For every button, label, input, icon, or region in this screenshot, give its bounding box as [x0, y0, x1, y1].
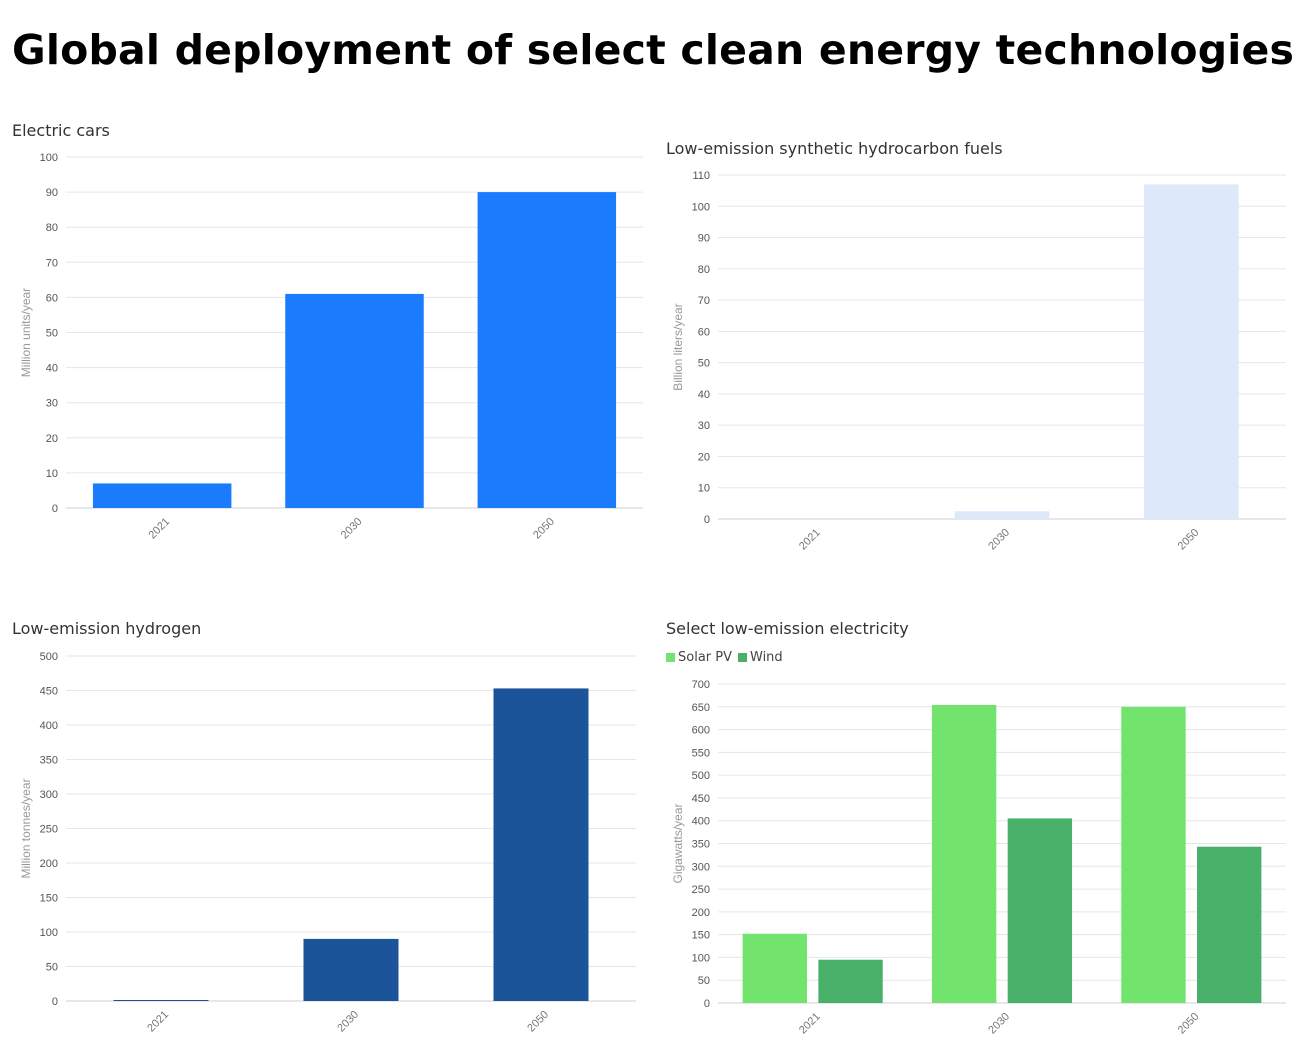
y-tick-label: 40 — [46, 363, 58, 375]
page-title: Global deployment of select clean energy… — [12, 26, 1295, 74]
y-tick-label: 100 — [40, 152, 58, 164]
y-tick-label: 0 — [52, 503, 58, 515]
legend-electricity: Solar PV Wind — [666, 650, 783, 665]
y-tick-label: 50 — [46, 962, 58, 974]
x-tick-label: 2050 — [1176, 1011, 1202, 1037]
y-tick-label: 350 — [692, 839, 710, 851]
y-tick-label: 150 — [40, 893, 58, 905]
y-tick-label: 100 — [40, 927, 58, 939]
y-tick-label: 600 — [692, 725, 710, 737]
y-tick-label: 20 — [46, 433, 58, 445]
y-tick-label: 60 — [698, 326, 710, 338]
y-tick-label: 250 — [692, 884, 710, 896]
y-tick-label: 0 — [704, 998, 710, 1010]
y-tick-label: 500 — [692, 770, 710, 782]
bar-wind-2030 — [1007, 818, 1073, 1003]
y-tick-label: 10 — [46, 468, 58, 480]
y-tick-label: 10 — [698, 483, 710, 495]
y-axis-label: Million tonnes/year — [19, 778, 33, 878]
legend-label-wind: Wind — [750, 650, 783, 665]
y-tick-label: 150 — [692, 930, 710, 942]
y-tick-label: 80 — [698, 264, 710, 276]
bar-2050 — [493, 688, 589, 1001]
bar-2050 — [477, 192, 617, 508]
bar-2050 — [1144, 184, 1239, 519]
y-tick-label: 70 — [698, 295, 710, 307]
y-tick-label: 350 — [40, 755, 58, 767]
y-tick-label: 200 — [40, 858, 58, 870]
bar-solar-pv-2050 — [1121, 706, 1186, 1003]
y-axis-label: Billion liters/year — [671, 303, 685, 390]
y-tick-label: 50 — [46, 328, 58, 340]
y-tick-label: 500 — [40, 651, 58, 663]
y-tick-label: 30 — [698, 420, 710, 432]
y-tick-label: 70 — [46, 257, 58, 269]
bar-wind-2050 — [1197, 846, 1262, 1003]
legend-swatch-wind — [738, 653, 747, 662]
bar-2030 — [303, 938, 399, 1001]
x-tick-label: 2030 — [986, 1011, 1012, 1037]
y-tick-label: 300 — [692, 861, 710, 873]
legend-swatch-solar-pv — [666, 653, 675, 662]
y-tick-label: 300 — [40, 789, 58, 801]
bar-wind-2021 — [818, 959, 883, 1003]
y-tick-label: 30 — [46, 398, 58, 410]
bar-2030 — [954, 511, 1050, 519]
y-tick-label: 90 — [698, 233, 710, 245]
y-axis-label: Gigawatts/year — [671, 803, 685, 883]
y-tick-label: 50 — [698, 975, 710, 987]
y-tick-label: 400 — [692, 816, 710, 828]
x-tick-label: 2021 — [797, 1011, 823, 1037]
y-axis-label: Million units/year — [19, 288, 33, 377]
bar-2021 — [113, 1000, 209, 1001]
y-tick-label: 550 — [692, 747, 710, 759]
y-tick-label: 0 — [52, 996, 58, 1008]
y-tick-label: 400 — [40, 720, 58, 732]
y-tick-label: 60 — [46, 292, 58, 304]
y-tick-label: 40 — [698, 389, 710, 401]
y-tick-label: 100 — [692, 952, 710, 964]
y-tick-label: 0 — [704, 514, 710, 526]
legend-item-wind[interactable]: Wind — [738, 650, 783, 665]
y-tick-label: 90 — [46, 187, 58, 199]
chart-title-electricity: Select low-emission electricity — [666, 619, 909, 638]
y-tick-label: 450 — [692, 793, 710, 805]
y-tick-label: 250 — [40, 824, 58, 836]
bar-2021 — [92, 483, 232, 508]
y-tick-label: 450 — [40, 686, 58, 698]
y-tick-label: 20 — [698, 451, 710, 463]
y-tick-label: 100 — [692, 201, 710, 213]
chart-title-electric-cars: Electric cars — [12, 121, 110, 140]
legend-label-solar-pv: Solar PV — [678, 650, 732, 665]
bar-solar-pv-2021 — [742, 933, 807, 1003]
y-tick-label: 700 — [692, 679, 710, 691]
y-tick-label: 650 — [692, 702, 710, 714]
y-tick-label: 80 — [46, 222, 58, 234]
bar-2030 — [285, 293, 424, 508]
y-tick-label: 200 — [692, 907, 710, 919]
y-tick-label: 110 — [692, 170, 710, 182]
bar-solar-pv-2030 — [931, 704, 997, 1003]
chart-title-synthetic-fuels: Low-emission synthetic hydrocarbon fuels — [666, 139, 1003, 158]
chart-title-hydrogen: Low-emission hydrogen — [12, 619, 202, 638]
y-tick-label: 50 — [698, 358, 710, 370]
legend-item-solar-pv[interactable]: Solar PV — [666, 650, 732, 665]
